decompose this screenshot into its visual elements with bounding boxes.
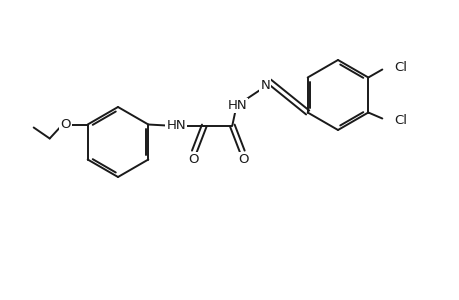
Text: HN: HN bbox=[166, 119, 186, 132]
Text: Cl: Cl bbox=[393, 114, 406, 127]
Text: HN: HN bbox=[227, 99, 246, 112]
Text: O: O bbox=[238, 153, 248, 166]
Text: N: N bbox=[260, 79, 269, 92]
Text: O: O bbox=[188, 153, 198, 166]
Text: O: O bbox=[60, 118, 71, 131]
Text: Cl: Cl bbox=[393, 61, 406, 74]
